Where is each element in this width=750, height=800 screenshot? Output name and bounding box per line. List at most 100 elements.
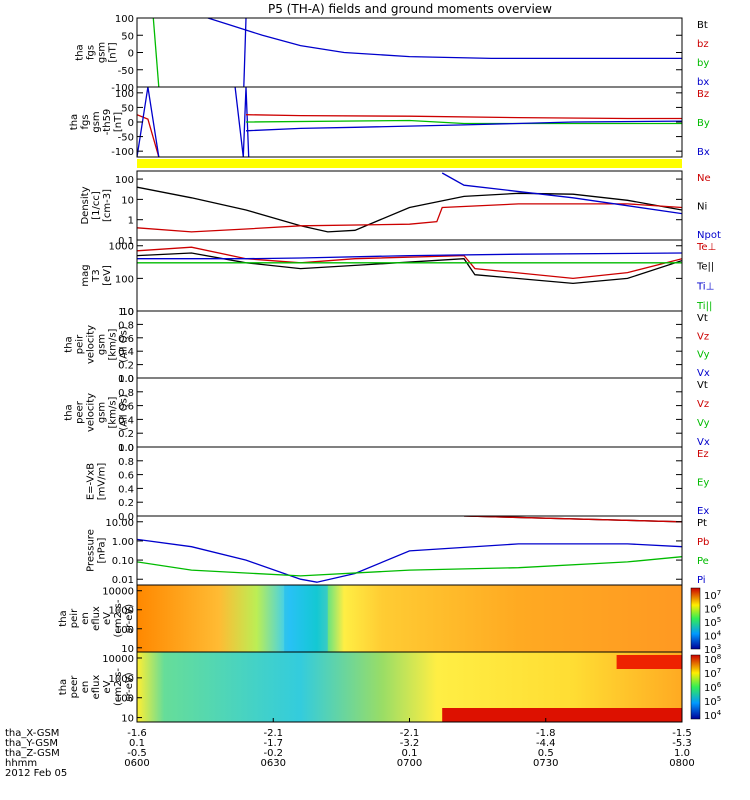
panel-frame xyxy=(136,310,683,379)
y-axis-label-line: peer xyxy=(75,400,86,424)
x-row-value: -2.1 xyxy=(263,728,283,739)
y-axis-label-line: tha xyxy=(69,114,80,130)
legend-label: Ti|| xyxy=(696,301,712,312)
x-row-value: -1.5 xyxy=(672,728,692,739)
y-axis-label: thafgsgsm-th59[nT] xyxy=(69,109,124,136)
y-axis-label-line: peir xyxy=(75,334,86,354)
series-line-6 xyxy=(245,120,682,132)
heatmap-cool-band xyxy=(284,585,328,652)
legend-label: Vx xyxy=(697,437,710,448)
y-tick-label: 0 xyxy=(128,118,134,129)
y-axis-label-line: peer xyxy=(69,675,80,699)
legend-label: Vy xyxy=(697,350,710,361)
legend-label: Ey xyxy=(697,478,709,489)
y-axis-label-line: eflux xyxy=(91,675,102,700)
legend-label: Pi xyxy=(697,575,706,586)
y-axis-label-line: T3 xyxy=(91,269,102,282)
colorbar-tick-exponent: 6 xyxy=(717,681,722,689)
y-axis-label: thapeervelocitygsm[km/s](All Qs) xyxy=(64,393,130,432)
colorbar-tick-exponent: 8 xyxy=(717,653,721,661)
series-line-3 xyxy=(207,18,682,60)
y-axis-label: thapeerenefluxeV(cm2-s-sr-eV) xyxy=(58,668,135,706)
legend-label: Ni xyxy=(697,202,707,213)
legend-label: Bx xyxy=(697,147,710,158)
y-tick-label: 0.6 xyxy=(118,402,134,413)
legend-label: Vy xyxy=(697,418,710,429)
legend-label: by xyxy=(697,58,709,69)
y-tick-label: -100 xyxy=(111,83,134,94)
heatmap-hot-corner xyxy=(616,655,682,669)
colorbar-tick-label: 105 xyxy=(704,695,721,708)
y-tick-label: 0.1 xyxy=(118,236,134,247)
y-tick-label: 10 xyxy=(121,307,134,318)
series-line-3 xyxy=(441,172,682,215)
y-tick-label: 0.0 xyxy=(118,443,134,454)
series-line-2 xyxy=(137,252,682,285)
series-line-3 xyxy=(137,252,682,260)
y-axis-label-line: gsm xyxy=(97,402,108,423)
x-row-label: tha_Y-GSM xyxy=(5,738,58,749)
y-tick-label: 1000 xyxy=(109,674,134,685)
colorbar-tick-label: 107 xyxy=(704,589,721,602)
legend-label: Vx xyxy=(697,368,710,379)
y-axis-label-line: [cm-3] xyxy=(102,189,113,222)
y-tick-label: 1.0 xyxy=(118,374,134,385)
x-row-value: 0700 xyxy=(397,758,422,769)
y-axis-label: Pressure[nPa] xyxy=(86,529,108,572)
panel-7: 1.0 0.8 0.6 0.4 0.2 0.0 Ez Ey Ex E=-VxB[mV/m] xyxy=(86,443,710,523)
y-axis-label-line: [km/s] xyxy=(108,396,119,428)
panel-5: 1.0 0.8 0.6 0.4 0.2 0.0 Vt Vz Vy Vx thapeirvelocit… xyxy=(64,307,710,385)
panel-1: 100 50 0 -50 -100 Bt bz by bx thafgsgsm[nT] xyxy=(75,14,710,94)
y-axis-label-line: (cm2-s- xyxy=(113,599,124,637)
series-line-5 xyxy=(245,119,682,125)
x-row-label: tha_X-GSM xyxy=(5,728,59,739)
legend-label: Npot xyxy=(697,230,721,241)
legend-label: Vz xyxy=(697,331,709,342)
y-axis-label-line: sr-eV) xyxy=(124,604,135,633)
panel-9: 10710610510410310000100010010thapeirenef… xyxy=(58,584,722,656)
panel-frame xyxy=(136,86,683,158)
y-axis-label-line: gsm xyxy=(97,334,108,355)
y-tick-label: 0.2 xyxy=(118,498,134,509)
series-line-2 xyxy=(137,203,682,233)
panel-frame xyxy=(136,377,683,448)
series-line-2 xyxy=(152,18,160,87)
y-tick-label: 0.10 xyxy=(112,556,134,567)
y-tick-label: 50 xyxy=(121,103,134,114)
y-tick-label: 0.4 xyxy=(118,415,134,426)
y-axis-label-line: E=-VxB xyxy=(86,463,97,500)
y-axis-label: thafgsgsm[nT] xyxy=(75,42,119,63)
y-axis-label-line: velocity xyxy=(86,325,97,364)
series-line-1 xyxy=(137,186,682,233)
y-axis-label-line: gsm xyxy=(97,42,108,63)
y-tick-label: 100 xyxy=(115,625,134,636)
date-label: 2012 Feb 05 xyxy=(5,768,67,779)
y-axis-label-line: fgs xyxy=(80,114,91,129)
panel-2: 100 50 0 -50 -100 Bz By Bx thafgsgsm-th59[nT] xyxy=(69,86,710,158)
y-tick-label: 0.0 xyxy=(118,512,134,523)
y-axis-label-line: peir xyxy=(69,608,80,628)
series-line-4 xyxy=(245,114,682,120)
series-line-1 xyxy=(137,114,160,157)
x-row-value: 0730 xyxy=(533,758,558,769)
y-axis-label-line: (cm2-s- xyxy=(113,668,124,706)
y-axis-label-line: sr-eV) xyxy=(124,672,135,701)
y-axis-label-line: tha xyxy=(64,336,75,352)
series-line-2 xyxy=(137,87,160,157)
y-tick-label: 0.2 xyxy=(118,361,134,372)
legend-label: Pe xyxy=(697,556,709,567)
y-tick-label: 0.6 xyxy=(118,471,134,482)
x-row-value: -0.5 xyxy=(127,748,147,759)
legend-label: Vt xyxy=(697,380,708,391)
legend-label: bz xyxy=(697,39,709,50)
y-axis-label: E=-VxB[mV/m] xyxy=(86,463,108,501)
y-axis-label: thapeirvelocitygsm[km/s](All Qs) xyxy=(64,325,130,364)
y-tick-label: 10 xyxy=(121,714,134,725)
colorbar xyxy=(690,587,701,650)
x-row-value: -3.2 xyxy=(400,738,420,749)
y-tick-label: 0.4 xyxy=(118,347,134,358)
colorbar-tick-label: 106 xyxy=(704,602,722,615)
panel-frame xyxy=(136,446,683,517)
legend-label: Pt xyxy=(697,518,707,529)
